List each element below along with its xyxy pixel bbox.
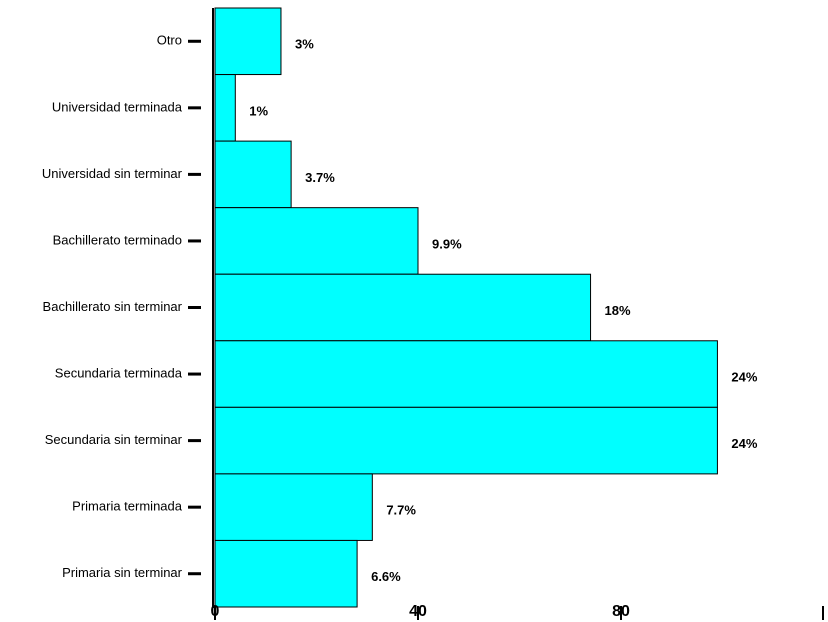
value-label: 7.7%	[386, 503, 416, 518]
bar	[214, 473, 373, 541]
x-tick-label: 0	[211, 603, 220, 620]
bar	[214, 406, 718, 475]
value-label: 6.6%	[371, 569, 401, 584]
value-label: 24%	[731, 369, 757, 384]
value-label: 1%	[249, 103, 268, 118]
value-label: 24%	[731, 436, 757, 451]
bar	[214, 7, 282, 76]
x-tick-label: 80	[612, 603, 630, 620]
category-label: Bachillerato terminado	[53, 232, 182, 247]
category-label: Otro	[157, 33, 182, 48]
bar	[214, 207, 419, 275]
category-label: Bachillerato sin terminar	[43, 299, 183, 314]
x-tick-label: 40	[409, 603, 427, 620]
category-label: Primaria sin terminar	[62, 565, 183, 580]
bar	[214, 340, 718, 408]
bar	[214, 74, 236, 142]
value-label: 3.7%	[305, 170, 335, 185]
category-label: Primaria terminada	[72, 499, 183, 514]
category-label: Universidad sin terminar	[42, 166, 183, 181]
value-label: 9.9%	[432, 236, 462, 251]
category-label: Universidad terminada	[52, 99, 183, 114]
category-label: Secundaria sin terminar	[45, 432, 183, 447]
value-label: 3%	[295, 37, 314, 52]
bar	[214, 273, 592, 342]
bar	[214, 539, 358, 608]
category-label: Secundaria terminada	[55, 365, 183, 380]
value-label: 18%	[605, 303, 631, 318]
bar	[214, 140, 292, 209]
